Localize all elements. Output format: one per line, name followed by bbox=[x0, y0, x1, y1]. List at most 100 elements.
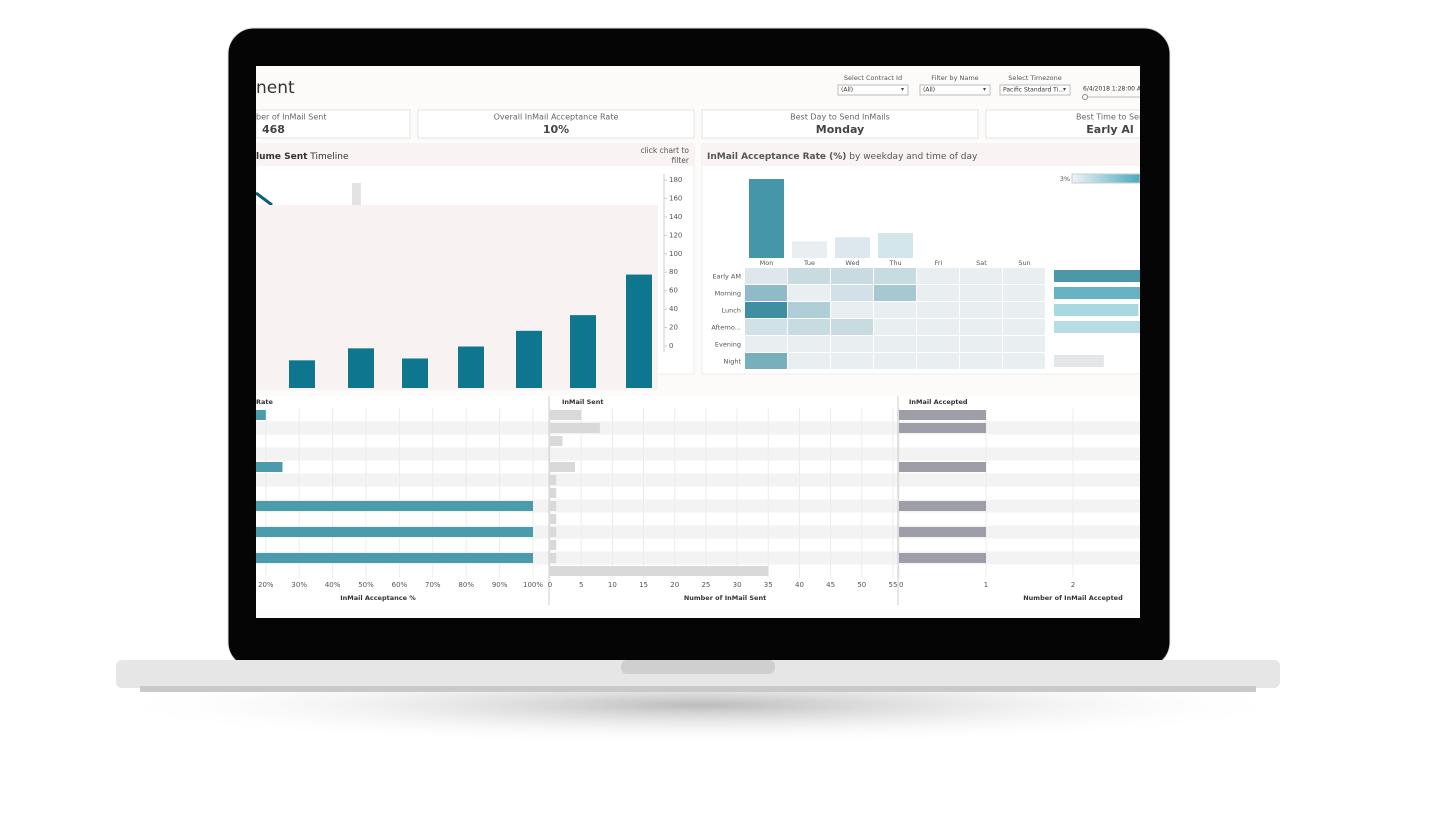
heat-cell bbox=[1003, 336, 1045, 352]
bar bbox=[550, 501, 557, 511]
kpi-label: Best Day to Send InMails bbox=[790, 113, 890, 122]
kpi-box bbox=[985, 109, 1140, 139]
heat-cell bbox=[745, 336, 787, 352]
dropdown[interactable] bbox=[837, 84, 909, 96]
heat-cell bbox=[960, 336, 1002, 352]
day-label: Wed bbox=[845, 259, 859, 267]
heat-cell bbox=[874, 353, 916, 369]
heat-cell bbox=[788, 353, 830, 369]
heat-cell bbox=[788, 336, 830, 352]
kpi-box bbox=[256, 109, 411, 139]
heat-cell bbox=[917, 268, 959, 284]
dropdown-arrow bbox=[983, 88, 986, 91]
bar bbox=[550, 527, 557, 537]
bar bbox=[550, 423, 600, 433]
x-tick-label: 90% bbox=[492, 581, 508, 589]
bar bbox=[550, 462, 575, 472]
kpi-value: 10% bbox=[543, 123, 569, 136]
x-tick-label: 15 bbox=[639, 581, 648, 589]
bar bbox=[256, 501, 533, 511]
heat-cell bbox=[788, 319, 830, 335]
kpi-label: ber of InMail Sent bbox=[256, 113, 327, 122]
dropdown-arrow bbox=[901, 88, 904, 91]
bar bbox=[348, 348, 374, 388]
laptop-notch bbox=[621, 660, 775, 674]
dropdown[interactable] bbox=[919, 84, 991, 96]
date: 6/4/2018 1:28:00 AM bbox=[1083, 86, 1146, 93]
x-tick-label: 30% bbox=[291, 581, 307, 589]
filter-label: Select Timezone bbox=[1008, 74, 1062, 82]
laptop-edge bbox=[140, 686, 1256, 692]
heat-cell bbox=[788, 302, 830, 318]
bar bbox=[899, 423, 986, 433]
heat-cell bbox=[874, 302, 916, 318]
title-rest: Timeline bbox=[309, 152, 349, 162]
heat-cell bbox=[917, 302, 959, 318]
slider-handle[interactable] bbox=[1082, 94, 1088, 100]
day-label: Sun bbox=[1018, 259, 1030, 267]
bar bbox=[899, 527, 986, 537]
kpi-label: Overall InMail Acceptance Rate bbox=[494, 113, 619, 122]
line-fragment bbox=[256, 191, 273, 207]
x-tick-label: 0 bbox=[548, 581, 552, 589]
hint: filter bbox=[672, 156, 690, 165]
bar bbox=[899, 462, 986, 472]
heat-cell bbox=[1003, 268, 1045, 284]
x-tick-label: 20% bbox=[258, 581, 274, 589]
y-tick-label: 60 bbox=[669, 287, 678, 295]
axis-title: Number of InMail Sent bbox=[684, 594, 766, 602]
panel-title: InMail Acceptance Rate (%) by weekday an… bbox=[707, 152, 978, 162]
time-label: Afterno... bbox=[711, 324, 741, 332]
bar bbox=[256, 462, 283, 472]
y-tick-label: 160 bbox=[669, 194, 682, 202]
x-tick-label: 40% bbox=[325, 581, 341, 589]
dropdown[interactable] bbox=[999, 84, 1071, 96]
x-tick-label: 25 bbox=[701, 581, 710, 589]
title: nent bbox=[256, 78, 295, 98]
day-bar bbox=[878, 233, 913, 258]
title-rest: by weekday and time of day bbox=[849, 152, 978, 162]
dropdown-value: (All) bbox=[841, 87, 853, 94]
day-bar bbox=[792, 241, 827, 258]
title-bold: lume Sent bbox=[256, 152, 308, 162]
bar bbox=[458, 346, 484, 388]
time-bar bbox=[1054, 355, 1104, 367]
heat-cell bbox=[831, 353, 873, 369]
day-label: Fri bbox=[935, 259, 943, 267]
panel-title: lume Sent Timeline bbox=[256, 152, 349, 162]
bar bbox=[626, 274, 652, 388]
heat-cell bbox=[831, 302, 873, 318]
time-label: Night bbox=[724, 358, 742, 366]
column-header: InMail Accepted bbox=[909, 398, 968, 406]
row-stripe bbox=[256, 473, 1140, 487]
column-header: Rate bbox=[256, 398, 273, 406]
day-bar bbox=[749, 179, 784, 258]
x-tick-label: 40 bbox=[795, 581, 804, 589]
day-label: Thu bbox=[888, 259, 901, 267]
bar bbox=[256, 410, 266, 420]
y-tick-label: 140 bbox=[669, 213, 682, 221]
x-tick-label: 50 bbox=[857, 581, 866, 589]
axis-title: InMail Acceptance % bbox=[340, 594, 416, 602]
heat-cell bbox=[745, 353, 787, 369]
kpi-value: Early Al bbox=[1086, 123, 1133, 136]
bar bbox=[550, 514, 557, 524]
bar bbox=[516, 330, 542, 388]
time-bar bbox=[1054, 270, 1140, 282]
heat-cell bbox=[917, 319, 959, 335]
heat-cell bbox=[960, 285, 1002, 301]
dropdown-arrow bbox=[1063, 88, 1066, 91]
bar bbox=[550, 566, 769, 576]
kpi-label: Best Time to Sen bbox=[1076, 113, 1144, 122]
x-tick-label: 10 bbox=[608, 581, 617, 589]
x-tick-label: 100% bbox=[523, 581, 543, 589]
heat-cell bbox=[1003, 319, 1045, 335]
axis-title: Number of InMail Accepted bbox=[1023, 594, 1123, 602]
day-label: Sat bbox=[976, 259, 987, 267]
dropdown-value: (All) bbox=[923, 87, 935, 94]
x-tick-label: 45 bbox=[826, 581, 835, 589]
heat-cell bbox=[745, 319, 787, 335]
bar bbox=[550, 436, 563, 446]
legend-label: 3% bbox=[1060, 175, 1070, 183]
